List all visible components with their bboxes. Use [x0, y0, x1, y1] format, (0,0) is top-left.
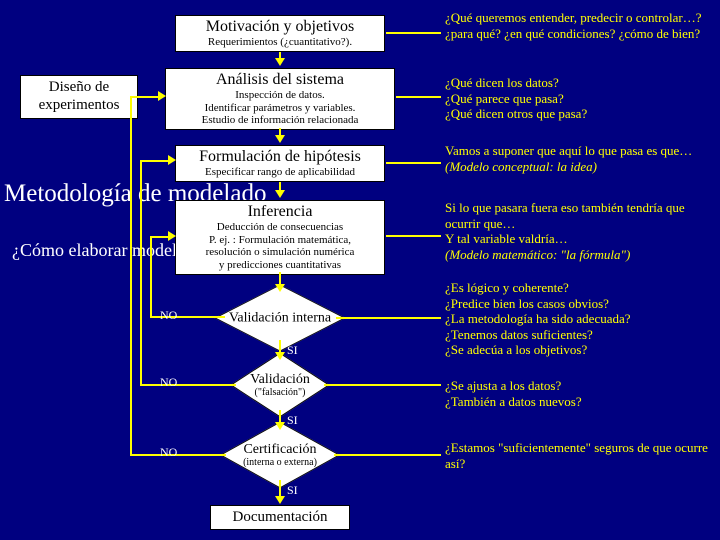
box-analysis-title: Análisis del sistema	[170, 71, 390, 89]
diamond-validation-internal-title: Validación interna	[203, 310, 357, 325]
side-1: ¿Qué queremos entender, predecir o contr…	[445, 10, 715, 41]
loop2-v	[140, 160, 142, 386]
conn-3	[386, 162, 441, 164]
conn-2	[396, 96, 441, 98]
subtitle: ¿Cómo elaborar modelos?	[12, 240, 201, 261]
diamond-validation-internal: Validación interna	[225, 295, 335, 340]
box-analysis: Análisis del sistema Inspección de datos…	[165, 68, 395, 130]
loop1-arrow	[168, 231, 176, 241]
box-hypothesis: Formulación de hipótesis Especificar ran…	[175, 145, 385, 182]
loop1-v	[150, 236, 152, 318]
si-label-1: SI	[287, 343, 298, 358]
side-6: ¿Se ajusta a los datos? ¿También a datos…	[445, 378, 715, 409]
arrowhead-v5	[275, 352, 285, 360]
side-5: ¿Es lógico y coherente? ¿Predice bien lo…	[445, 280, 715, 358]
side-2: ¿Qué dicen los datos? ¿Qué parece que pa…	[445, 75, 715, 122]
diamond-validation-title: Validación	[221, 372, 339, 387]
box-documentation-title: Documentación	[214, 509, 346, 526]
si-label-2: SI	[287, 413, 298, 428]
box-documentation: Documentación	[210, 505, 350, 530]
loop2-h2	[140, 160, 170, 162]
diamond-certification-sub: (interna o externa)	[207, 457, 353, 468]
box-inference: Inferencia Deducción de consecuencias P.…	[175, 200, 385, 275]
side-7: ¿Estamos "suficientemente" seguros de qu…	[445, 440, 715, 471]
box-inference-title: Inferencia	[180, 203, 380, 221]
no-label-2: NO	[160, 375, 177, 390]
diamond-validation: Validación ("falsación")	[238, 360, 322, 410]
diamond-certification-inner: Certificación (interna o externa)	[207, 442, 353, 468]
box-analysis-sub: Inspección de datos. Identificar parámet…	[170, 89, 390, 127]
box-motivation: Motivación y objetivos Requerimientos (¿…	[175, 15, 385, 52]
box-hypothesis-title: Formulación de hipótesis	[180, 148, 380, 166]
diamond-certification-title: Certificación	[207, 442, 353, 457]
side-4a: Si lo que pasara fuera eso también tendr…	[445, 200, 685, 246]
design-box: Diseño de experimentos	[20, 75, 138, 119]
side-3a: Vamos a suponer que aquí lo que pasa es …	[445, 143, 692, 158]
box-inference-sub: Deducción de consecuencias P. ej. : Form…	[180, 221, 380, 272]
side-4b: (Modelo matemático: "la fórmula")	[445, 247, 630, 262]
arrowhead-v6	[275, 422, 285, 430]
conn-1	[386, 32, 441, 34]
loop2-arrow	[168, 155, 176, 165]
conn-6	[324, 384, 441, 386]
diamond-certification: Certificación (interna o externa)	[228, 430, 332, 480]
loop3-arrow	[158, 91, 166, 101]
box-motivation-sub: Requerimientos (¿cuantitativo?).	[180, 36, 380, 49]
side-3b: (Modelo conceptual: la idea)	[445, 159, 597, 174]
loop3-v	[130, 96, 132, 456]
loop3-h2	[130, 96, 160, 98]
arrowhead-v7	[275, 496, 285, 504]
conn-4	[386, 235, 441, 237]
loop1-h2	[150, 236, 170, 238]
no-label-3: NO	[160, 445, 177, 460]
no-label-1: NO	[160, 308, 177, 323]
arrowhead-v3	[275, 190, 285, 198]
si-label-3: SI	[287, 483, 298, 498]
diamond-validation-inner: Validación ("falsación")	[221, 372, 339, 398]
design-title: Diseño de experimentos	[25, 78, 133, 114]
side-4: Si lo que pasara fuera eso también tendr…	[445, 200, 715, 262]
box-hypothesis-sub: Especificar rango de aplicabilidad	[180, 166, 380, 179]
arrowhead-v2	[275, 135, 285, 143]
box-motivation-title: Motivación y objetivos	[180, 18, 380, 36]
side-3: Vamos a suponer que aquí lo que pasa es …	[445, 143, 715, 174]
arrowhead-v4	[275, 284, 285, 292]
arrowhead-v1	[275, 58, 285, 66]
diamond-validation-sub: ("falsación")	[221, 387, 339, 398]
